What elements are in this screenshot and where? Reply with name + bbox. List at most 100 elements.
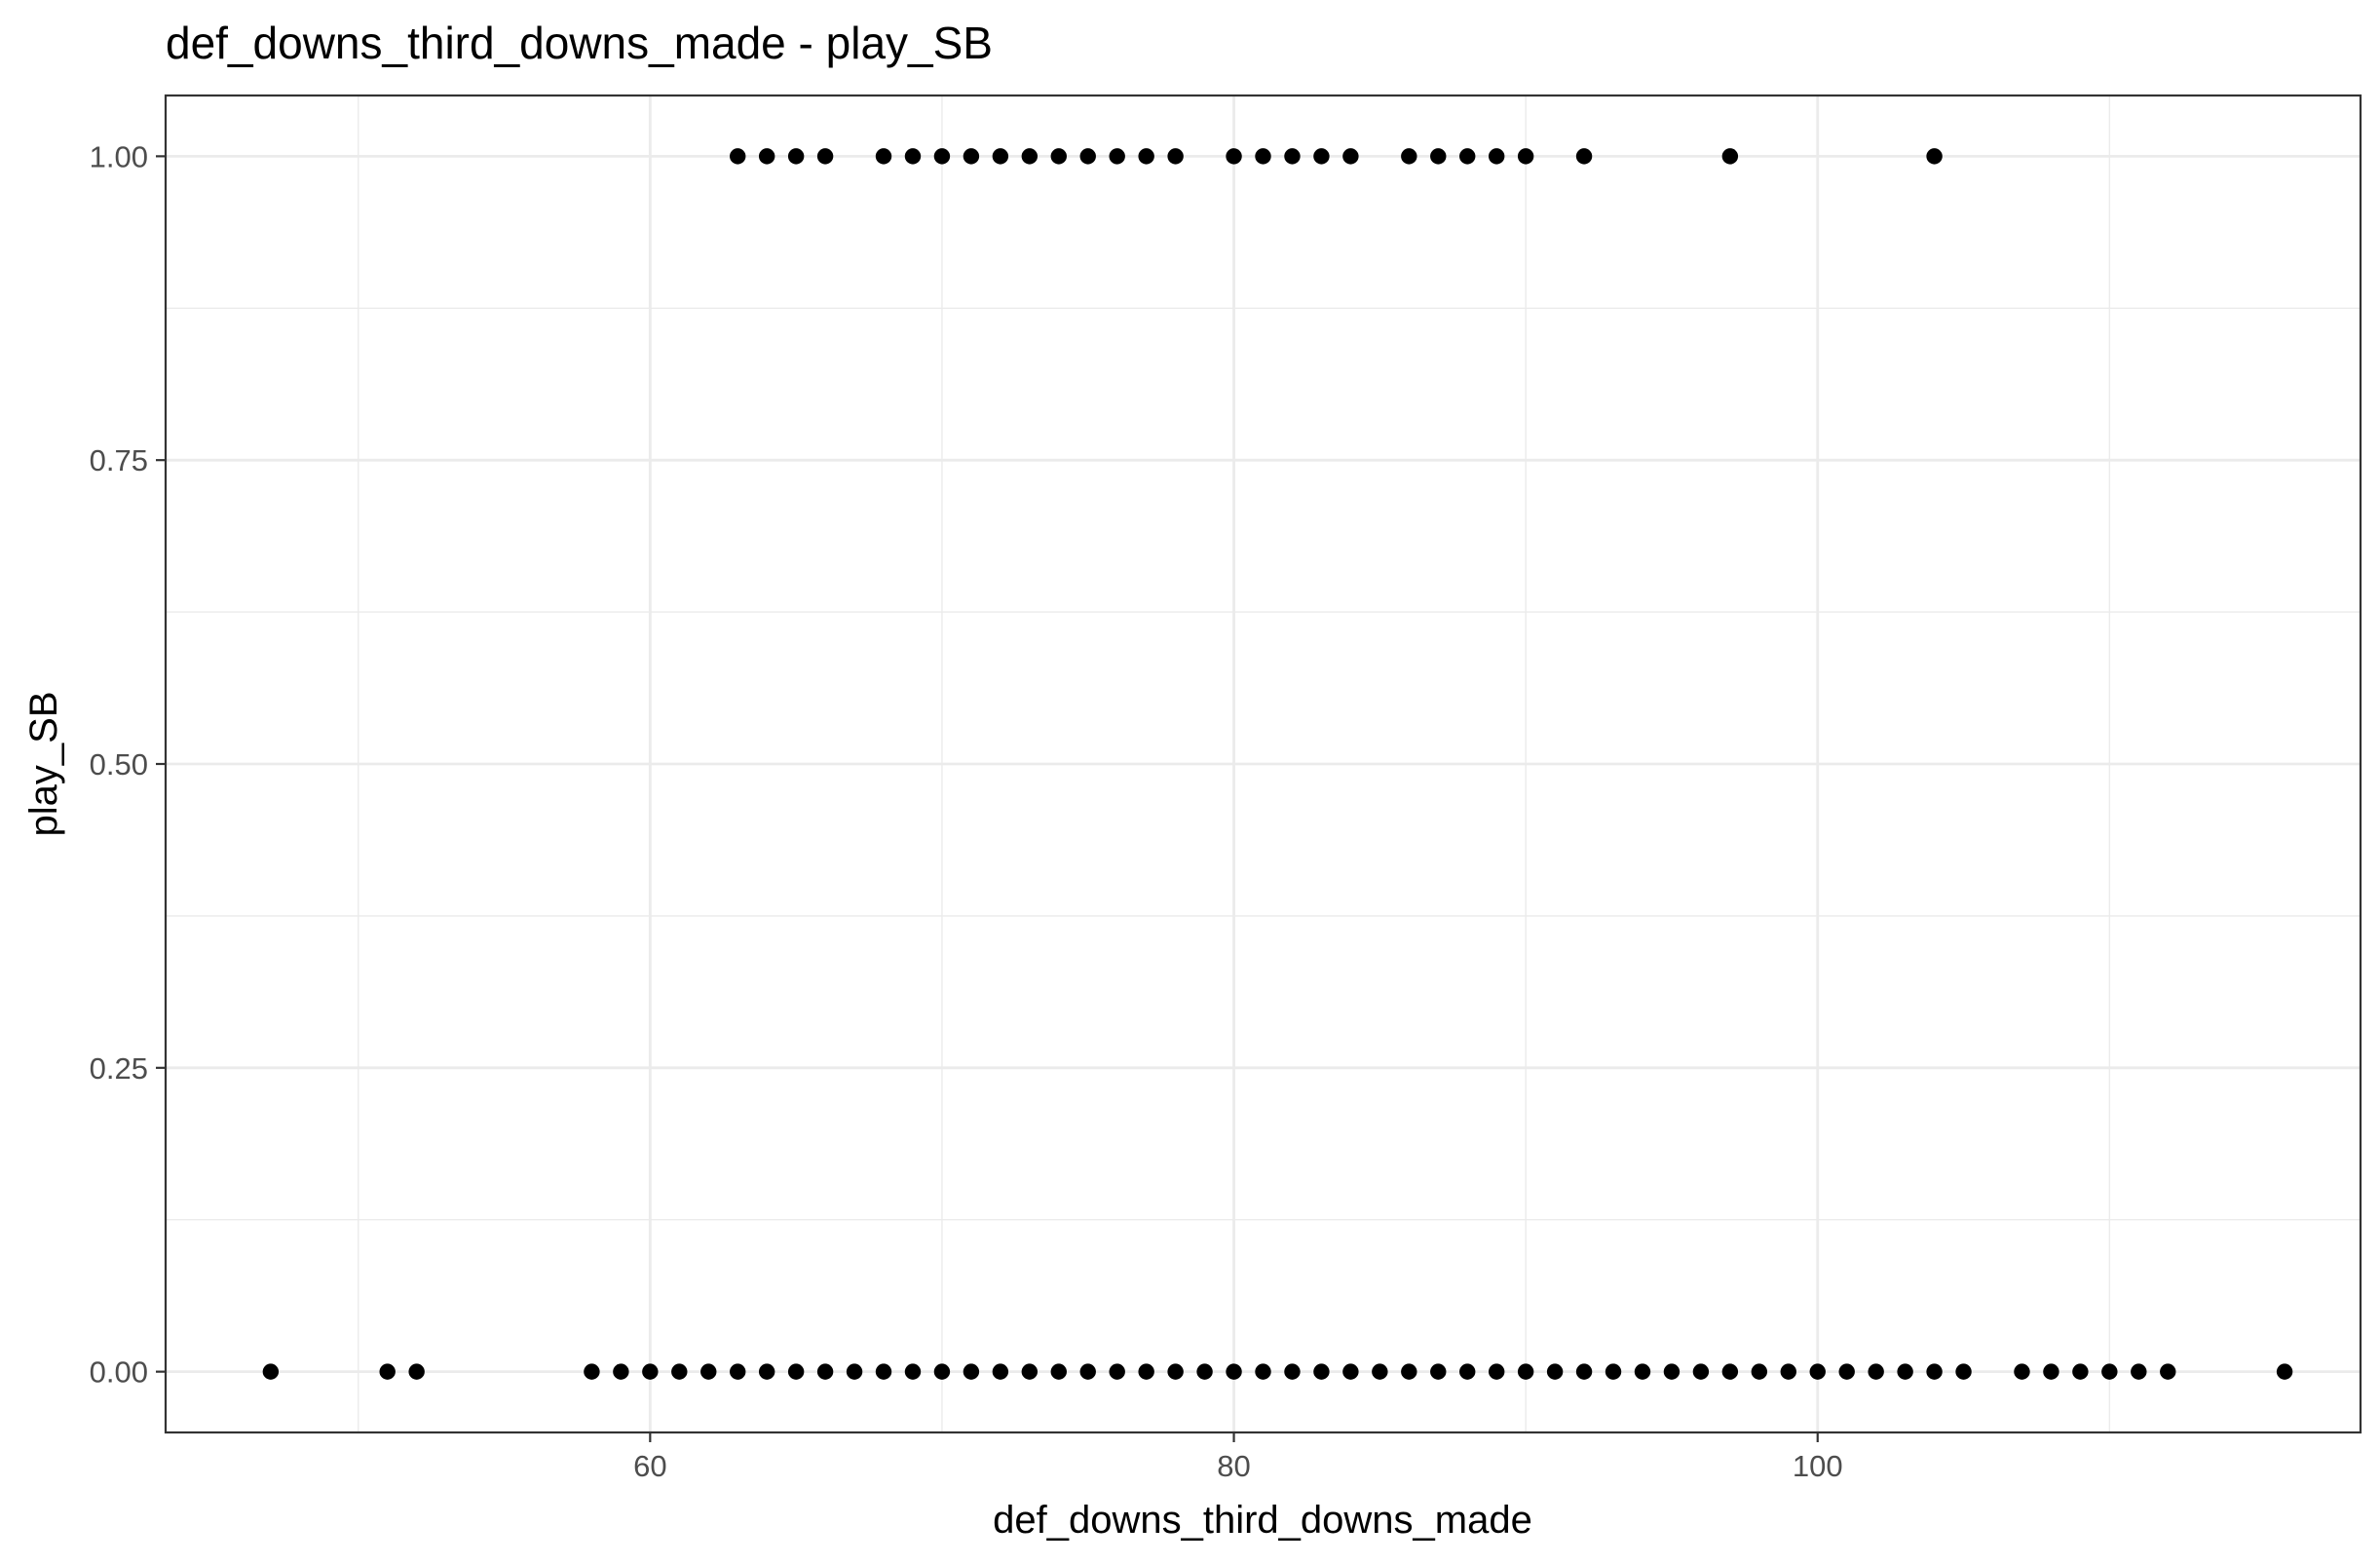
x-tick-label: 100 <box>1793 1449 1843 1483</box>
data-point <box>2014 1363 2030 1380</box>
data-point <box>992 148 1009 165</box>
data-point <box>2072 1363 2089 1380</box>
data-point <box>1401 148 1417 165</box>
data-point <box>1721 148 1739 165</box>
y-axis: 0.00 0.25 0.50 0.75 1.00 <box>90 139 166 1390</box>
data-point <box>1255 148 1271 165</box>
data-point <box>2101 1363 2118 1380</box>
data-point <box>758 1363 775 1380</box>
y-tick-label: 0.50 <box>90 747 148 782</box>
data-point <box>1430 148 1447 165</box>
data-point <box>1284 1363 1301 1380</box>
data-point <box>1838 1363 1855 1380</box>
data-point <box>1897 1363 1913 1380</box>
data-point <box>730 1363 746 1380</box>
data-point <box>1342 148 1359 165</box>
data-point <box>758 148 775 165</box>
major-gridlines <box>166 95 2361 1432</box>
y-tick-label: 0.75 <box>90 443 148 477</box>
data-point <box>1401 1363 1417 1380</box>
data-point <box>787 148 805 165</box>
data-point <box>933 148 951 165</box>
data-point <box>992 1363 1009 1380</box>
data-point <box>1255 1363 1271 1380</box>
data-point <box>1313 148 1330 165</box>
data-point <box>1050 148 1067 165</box>
data-point <box>1517 1363 1534 1380</box>
data-point <box>1109 1363 1125 1380</box>
data-point <box>963 1363 980 1380</box>
data-point <box>1226 1363 1242 1380</box>
data-point <box>1372 1363 1388 1380</box>
data-point <box>1196 1363 1213 1380</box>
minor-gridlines <box>166 95 2361 1432</box>
data-point <box>1138 148 1154 165</box>
data-point <box>1459 1363 1476 1380</box>
data-point <box>816 1363 834 1380</box>
data-point <box>700 1363 717 1380</box>
data-point <box>1546 1363 1564 1380</box>
data-point <box>2276 1363 2293 1380</box>
data-point <box>1488 148 1505 165</box>
data-point <box>1167 1363 1184 1380</box>
data-point <box>1313 1363 1330 1380</box>
y-axis-title: play_SB <box>22 692 65 837</box>
data-point <box>1226 148 1242 165</box>
data-point <box>1575 1363 1593 1380</box>
data-point <box>1692 1363 1710 1380</box>
data-point <box>1342 1363 1359 1380</box>
data-point <box>1809 1363 1826 1380</box>
data-point <box>1926 148 1943 165</box>
data-point <box>1109 148 1125 165</box>
data-point <box>584 1363 600 1380</box>
data-point <box>1955 1363 1972 1380</box>
data-point <box>1079 148 1096 165</box>
data-point <box>1138 1363 1154 1380</box>
data-point <box>1780 1363 1796 1380</box>
data-point <box>1605 1363 1622 1380</box>
chart-title: def_downs_third_downs_made - play_SB <box>166 18 993 68</box>
data-point <box>1575 148 1593 165</box>
data-point <box>846 1363 863 1380</box>
y-tick-label: 0.25 <box>90 1051 148 1086</box>
x-tick-label: 60 <box>633 1449 666 1483</box>
data-point <box>671 1363 688 1380</box>
data-point <box>730 148 746 165</box>
data-point <box>379 1363 396 1380</box>
data-point <box>875 148 892 165</box>
data-point <box>816 148 834 165</box>
data-point <box>1021 148 1039 165</box>
data-point <box>963 148 980 165</box>
data-point <box>1050 1363 1067 1380</box>
data-point <box>2131 1363 2147 1380</box>
data-point <box>1167 148 1184 165</box>
data-point <box>408 1363 425 1380</box>
y-tick-label: 1.00 <box>90 139 148 173</box>
x-axis: 60 80 100 <box>633 1432 1843 1483</box>
data-point <box>1284 148 1301 165</box>
data-point <box>1488 1363 1505 1380</box>
data-point <box>1751 1363 1768 1380</box>
data-point <box>613 1363 629 1380</box>
data-point <box>1721 1363 1739 1380</box>
data-point <box>1517 148 1534 165</box>
x-axis-title: def_downs_third_downs_made <box>993 1499 1532 1542</box>
data-point <box>1634 1363 1651 1380</box>
data-point <box>875 1363 892 1380</box>
data-point <box>642 1363 659 1380</box>
data-point <box>262 1363 280 1380</box>
data-points <box>262 148 2293 1380</box>
data-point <box>904 1363 922 1380</box>
data-point <box>1459 148 1476 165</box>
data-point <box>2043 1363 2059 1380</box>
data-point <box>1663 1363 1681 1380</box>
x-tick-label: 80 <box>1217 1449 1250 1483</box>
data-point <box>2160 1363 2176 1380</box>
data-point <box>1868 1363 1884 1380</box>
data-point <box>1079 1363 1096 1380</box>
data-point <box>1430 1363 1447 1380</box>
data-point <box>904 148 922 165</box>
data-point <box>1021 1363 1039 1380</box>
data-point <box>787 1363 805 1380</box>
